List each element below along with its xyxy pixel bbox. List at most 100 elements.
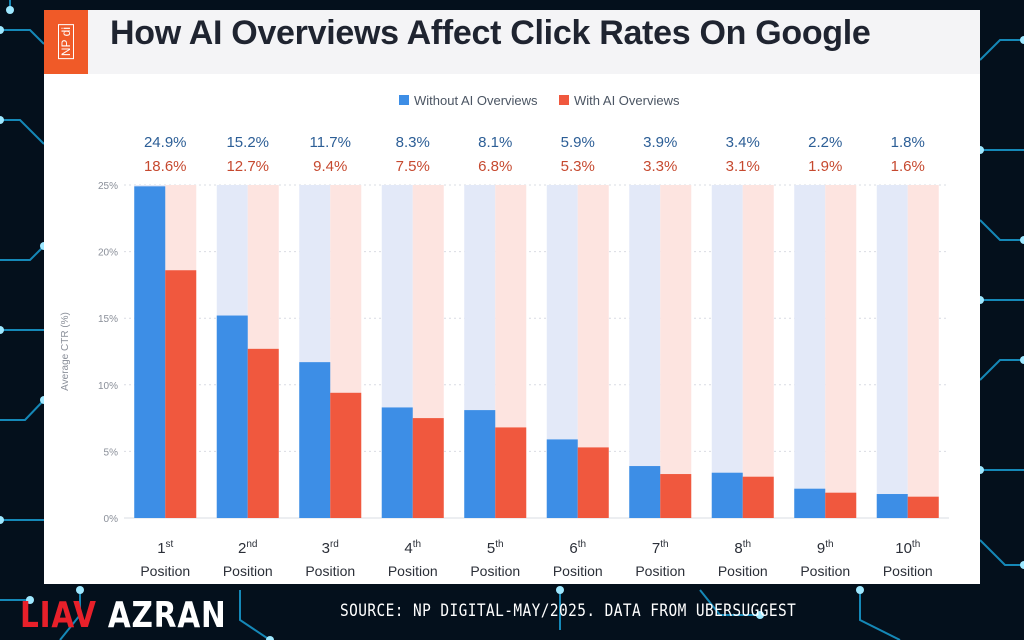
circuit-trace — [239, 590, 271, 640]
bar-chart: Without AI Overviews With AI Overviews 0% 5… — [60, 93, 949, 579]
circuit-trace — [699, 589, 760, 616]
x-tick-position-number: 9th — [817, 539, 834, 557]
bar-without-ai — [546, 439, 578, 518]
circuit-trace — [0, 29, 45, 45]
circuit-node — [266, 636, 274, 640]
chart-card: NP di How AI Overviews Affect Click Rate… — [44, 10, 980, 584]
value-label-with: 12.7% — [226, 158, 269, 175]
circuit-trace — [979, 359, 1024, 381]
value-label-without: 8.1% — [478, 134, 512, 151]
circuit-node — [1020, 356, 1024, 364]
bar-track-without — [629, 185, 661, 518]
bar-with-ai — [742, 476, 774, 518]
circuit-trace — [0, 119, 45, 145]
y-tick-label: 0% — [104, 514, 119, 525]
np-digital-logo: NP di — [44, 10, 88, 74]
value-label-with: 9.4% — [313, 158, 347, 175]
circuit-node — [0, 26, 4, 34]
value-label-without: 24.9% — [144, 134, 187, 151]
bar-track-with — [742, 185, 774, 518]
circuit-trace — [859, 590, 901, 640]
circuit-node — [1020, 36, 1024, 44]
circuit-trace — [0, 399, 45, 421]
legend-label: With AI Overviews — [574, 93, 680, 108]
y-tick-label: 10% — [98, 381, 118, 392]
author-first-name: LIAV — [20, 595, 97, 636]
value-label-with: 18.6% — [144, 158, 187, 175]
bar-without-ai — [711, 472, 743, 518]
bar-without-ai — [794, 488, 826, 518]
x-tick-position-label: Position — [470, 563, 520, 579]
bar-with-ai — [577, 447, 609, 518]
y-axis-label: Average CTR (%) — [60, 312, 71, 391]
bar-without-ai — [381, 407, 413, 518]
legend-swatch-with — [559, 95, 569, 105]
circuit-node — [556, 586, 564, 594]
x-tick-position-number: 10th — [895, 539, 920, 557]
circuit-trace — [59, 590, 81, 640]
circuit-trace — [0, 245, 45, 261]
bar-without-ai — [299, 362, 331, 518]
bar-track-with — [660, 185, 692, 518]
value-label-with: 6.8% — [478, 158, 512, 175]
bar-track-without — [876, 185, 908, 518]
y-tick-label: 20% — [98, 248, 118, 259]
bar-with-ai — [907, 496, 939, 518]
bar-with-ai — [660, 474, 692, 518]
x-tick-position-number: 7th — [652, 539, 669, 557]
bar-without-ai — [216, 315, 248, 518]
value-label-without: 5.9% — [561, 134, 595, 151]
bar-with-ai — [330, 392, 362, 518]
circuit-trace — [979, 539, 1024, 566]
x-tick-position-label: Position — [718, 563, 768, 579]
value-label-without: 8.3% — [396, 134, 430, 151]
circuit-node — [1020, 561, 1024, 569]
chart-title: How AI Overviews Affect Click Rates On G… — [110, 14, 871, 52]
bar-track-with — [907, 185, 939, 518]
bar-track-without — [711, 185, 743, 518]
x-tick-position-label: Position — [140, 563, 190, 579]
x-tick-position-label: Position — [635, 563, 685, 579]
value-label-with: 1.6% — [891, 158, 925, 175]
legend-label: Without AI Overviews — [414, 93, 538, 108]
value-label-with: 1.9% — [808, 158, 842, 175]
title-band: NP di How AI Overviews Affect Click Rate… — [44, 10, 980, 74]
bar-without-ai — [464, 410, 496, 518]
circuit-trace — [979, 39, 1024, 61]
x-tick-position-label: Position — [800, 563, 850, 579]
bar-track-without — [794, 185, 826, 518]
bar-without-ai — [629, 466, 661, 518]
bar-with-ai — [165, 270, 197, 518]
x-tick-position-label: Position — [223, 563, 273, 579]
value-label-with: 5.3% — [561, 158, 595, 175]
value-label-without: 3.9% — [643, 134, 677, 151]
bar-without-ai — [876, 494, 908, 518]
x-tick-position-number: 4th — [404, 539, 421, 557]
value-label-without: 2.2% — [808, 134, 842, 151]
x-tick-position-number: 8th — [734, 539, 751, 557]
legend-swatch-without — [399, 95, 409, 105]
value-label-with: 3.1% — [726, 158, 760, 175]
bar-without-ai — [134, 186, 166, 518]
bar-with-ai — [412, 418, 444, 518]
circuit-node — [76, 586, 84, 594]
circuit-node — [756, 611, 764, 619]
logo-text: NP di — [58, 24, 74, 60]
value-label-without: 3.4% — [726, 134, 760, 151]
x-tick-position-number: 5th — [487, 539, 504, 557]
source-caption: SOURCE: NP DIGITAL-MAY/2025. DATA FROM U… — [340, 601, 797, 621]
circuit-node — [6, 6, 14, 14]
circuit-trace — [979, 219, 1024, 241]
circuit-node — [0, 326, 4, 334]
y-tick-label: 25% — [98, 181, 118, 192]
x-tick-position-number: 6th — [569, 539, 586, 557]
x-tick-position-number: 2nd — [238, 539, 257, 557]
x-tick-position-label: Position — [388, 563, 438, 579]
author-name: LIAV AZRAN — [20, 595, 227, 636]
value-label-without: 11.7% — [310, 134, 351, 151]
x-tick-position-number: 1st — [157, 539, 173, 557]
bar-track-with — [825, 185, 857, 518]
author-last-name: AZRAN — [107, 595, 227, 636]
circuit-node — [0, 516, 4, 524]
legend: Without AI Overviews With AI Overviews — [399, 93, 680, 108]
